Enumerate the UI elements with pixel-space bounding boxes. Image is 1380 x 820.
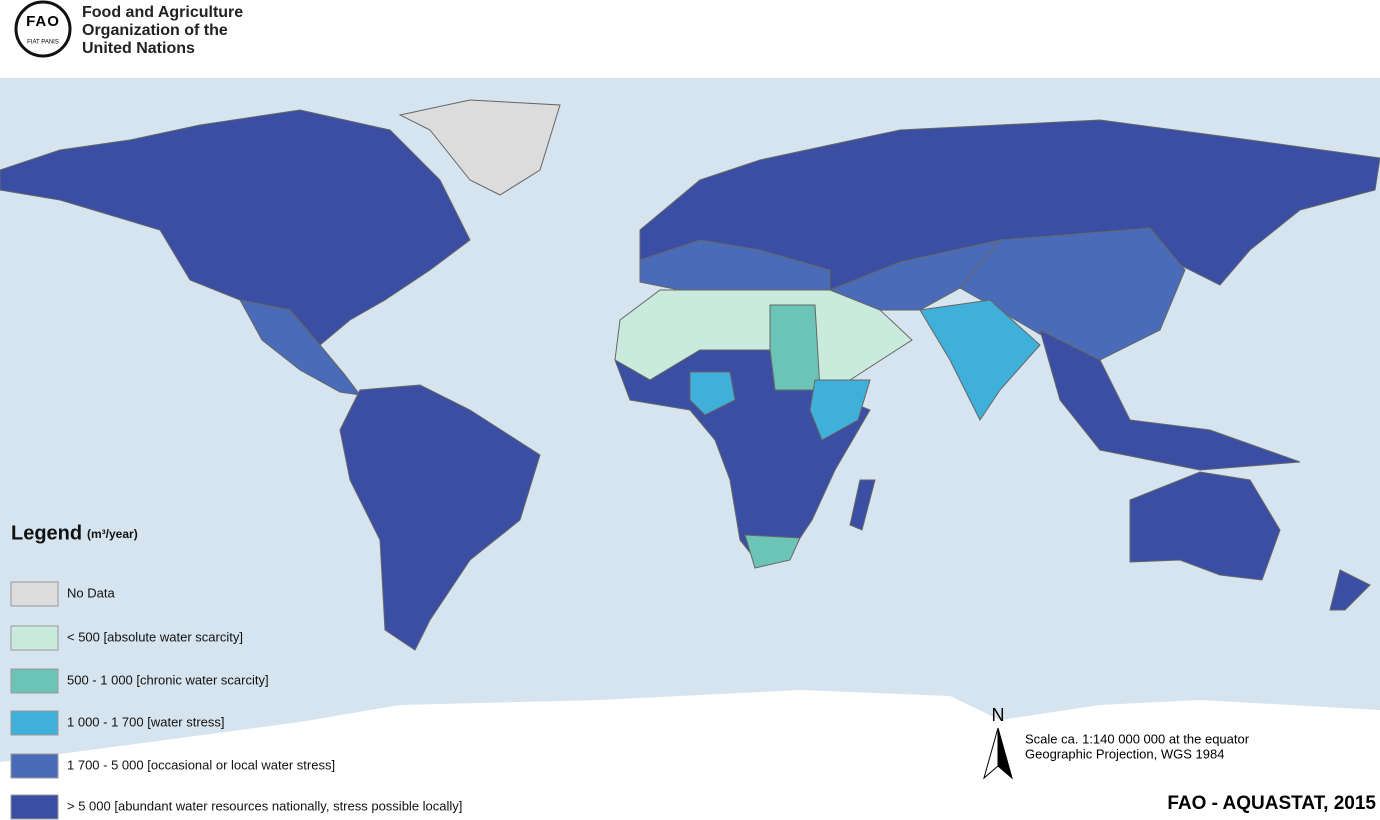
legend-title: Legend xyxy=(11,522,82,544)
legend-label: 500 - 1 000 [chronic water scarcity] xyxy=(67,672,269,687)
logo: FAO FIAT PANIS xyxy=(14,0,72,58)
legend-label: < 500 [absolute water scarcity] xyxy=(67,629,243,644)
org-name: United Nations xyxy=(82,40,195,57)
madagascar xyxy=(849,479,876,531)
header-bg xyxy=(0,0,1380,78)
legend-swatch xyxy=(10,581,59,607)
greenland xyxy=(398,99,561,196)
legend-swatch xyxy=(10,625,59,651)
legend-swatch xyxy=(10,753,59,779)
north-label: N xyxy=(992,705,1005,725)
legend-swatch xyxy=(10,794,59,820)
new-zealand xyxy=(1329,569,1371,611)
world-map xyxy=(0,99,1380,651)
org-name: Food and Agriculture xyxy=(82,4,243,21)
sudan-egypt xyxy=(769,304,821,391)
india xyxy=(919,299,1041,421)
scale-text: Scale ca. 1:140 000 000 at the equator xyxy=(1025,731,1250,746)
legend-swatch xyxy=(10,668,59,694)
logo-motto: FIAT PANIS xyxy=(27,40,59,46)
legend-unit: (m³/year) xyxy=(87,527,138,541)
scale-text: Geographic Projection, WGS 1984 xyxy=(1025,746,1224,761)
legend-label: 1 700 - 5 000 [occasional or local water… xyxy=(67,757,335,772)
nigeria xyxy=(689,371,736,416)
southeast-asia xyxy=(1039,329,1301,471)
legend-label: No Data xyxy=(67,585,115,600)
south-africa xyxy=(744,534,801,569)
logo-ring xyxy=(14,0,72,58)
legend-label: > 5 000 [abundant water resources nation… xyxy=(67,798,462,813)
logo-text: FAO xyxy=(26,13,60,30)
australia xyxy=(1129,471,1281,581)
antarctica xyxy=(0,690,1380,820)
org-name: Organization of the xyxy=(82,22,228,39)
legend-swatch xyxy=(10,710,59,736)
credit: FAO - AQUASTAT, 2015 xyxy=(1167,793,1376,814)
legend: No Data < 500 [absolute water scarcity] 50… xyxy=(10,581,462,820)
east-africa xyxy=(809,379,871,441)
north-america xyxy=(0,109,471,346)
north-arrow xyxy=(997,727,1013,780)
africa xyxy=(614,349,871,566)
south-america xyxy=(339,384,541,651)
legend-label: 1 000 - 1 700 [water stress] xyxy=(67,714,225,729)
